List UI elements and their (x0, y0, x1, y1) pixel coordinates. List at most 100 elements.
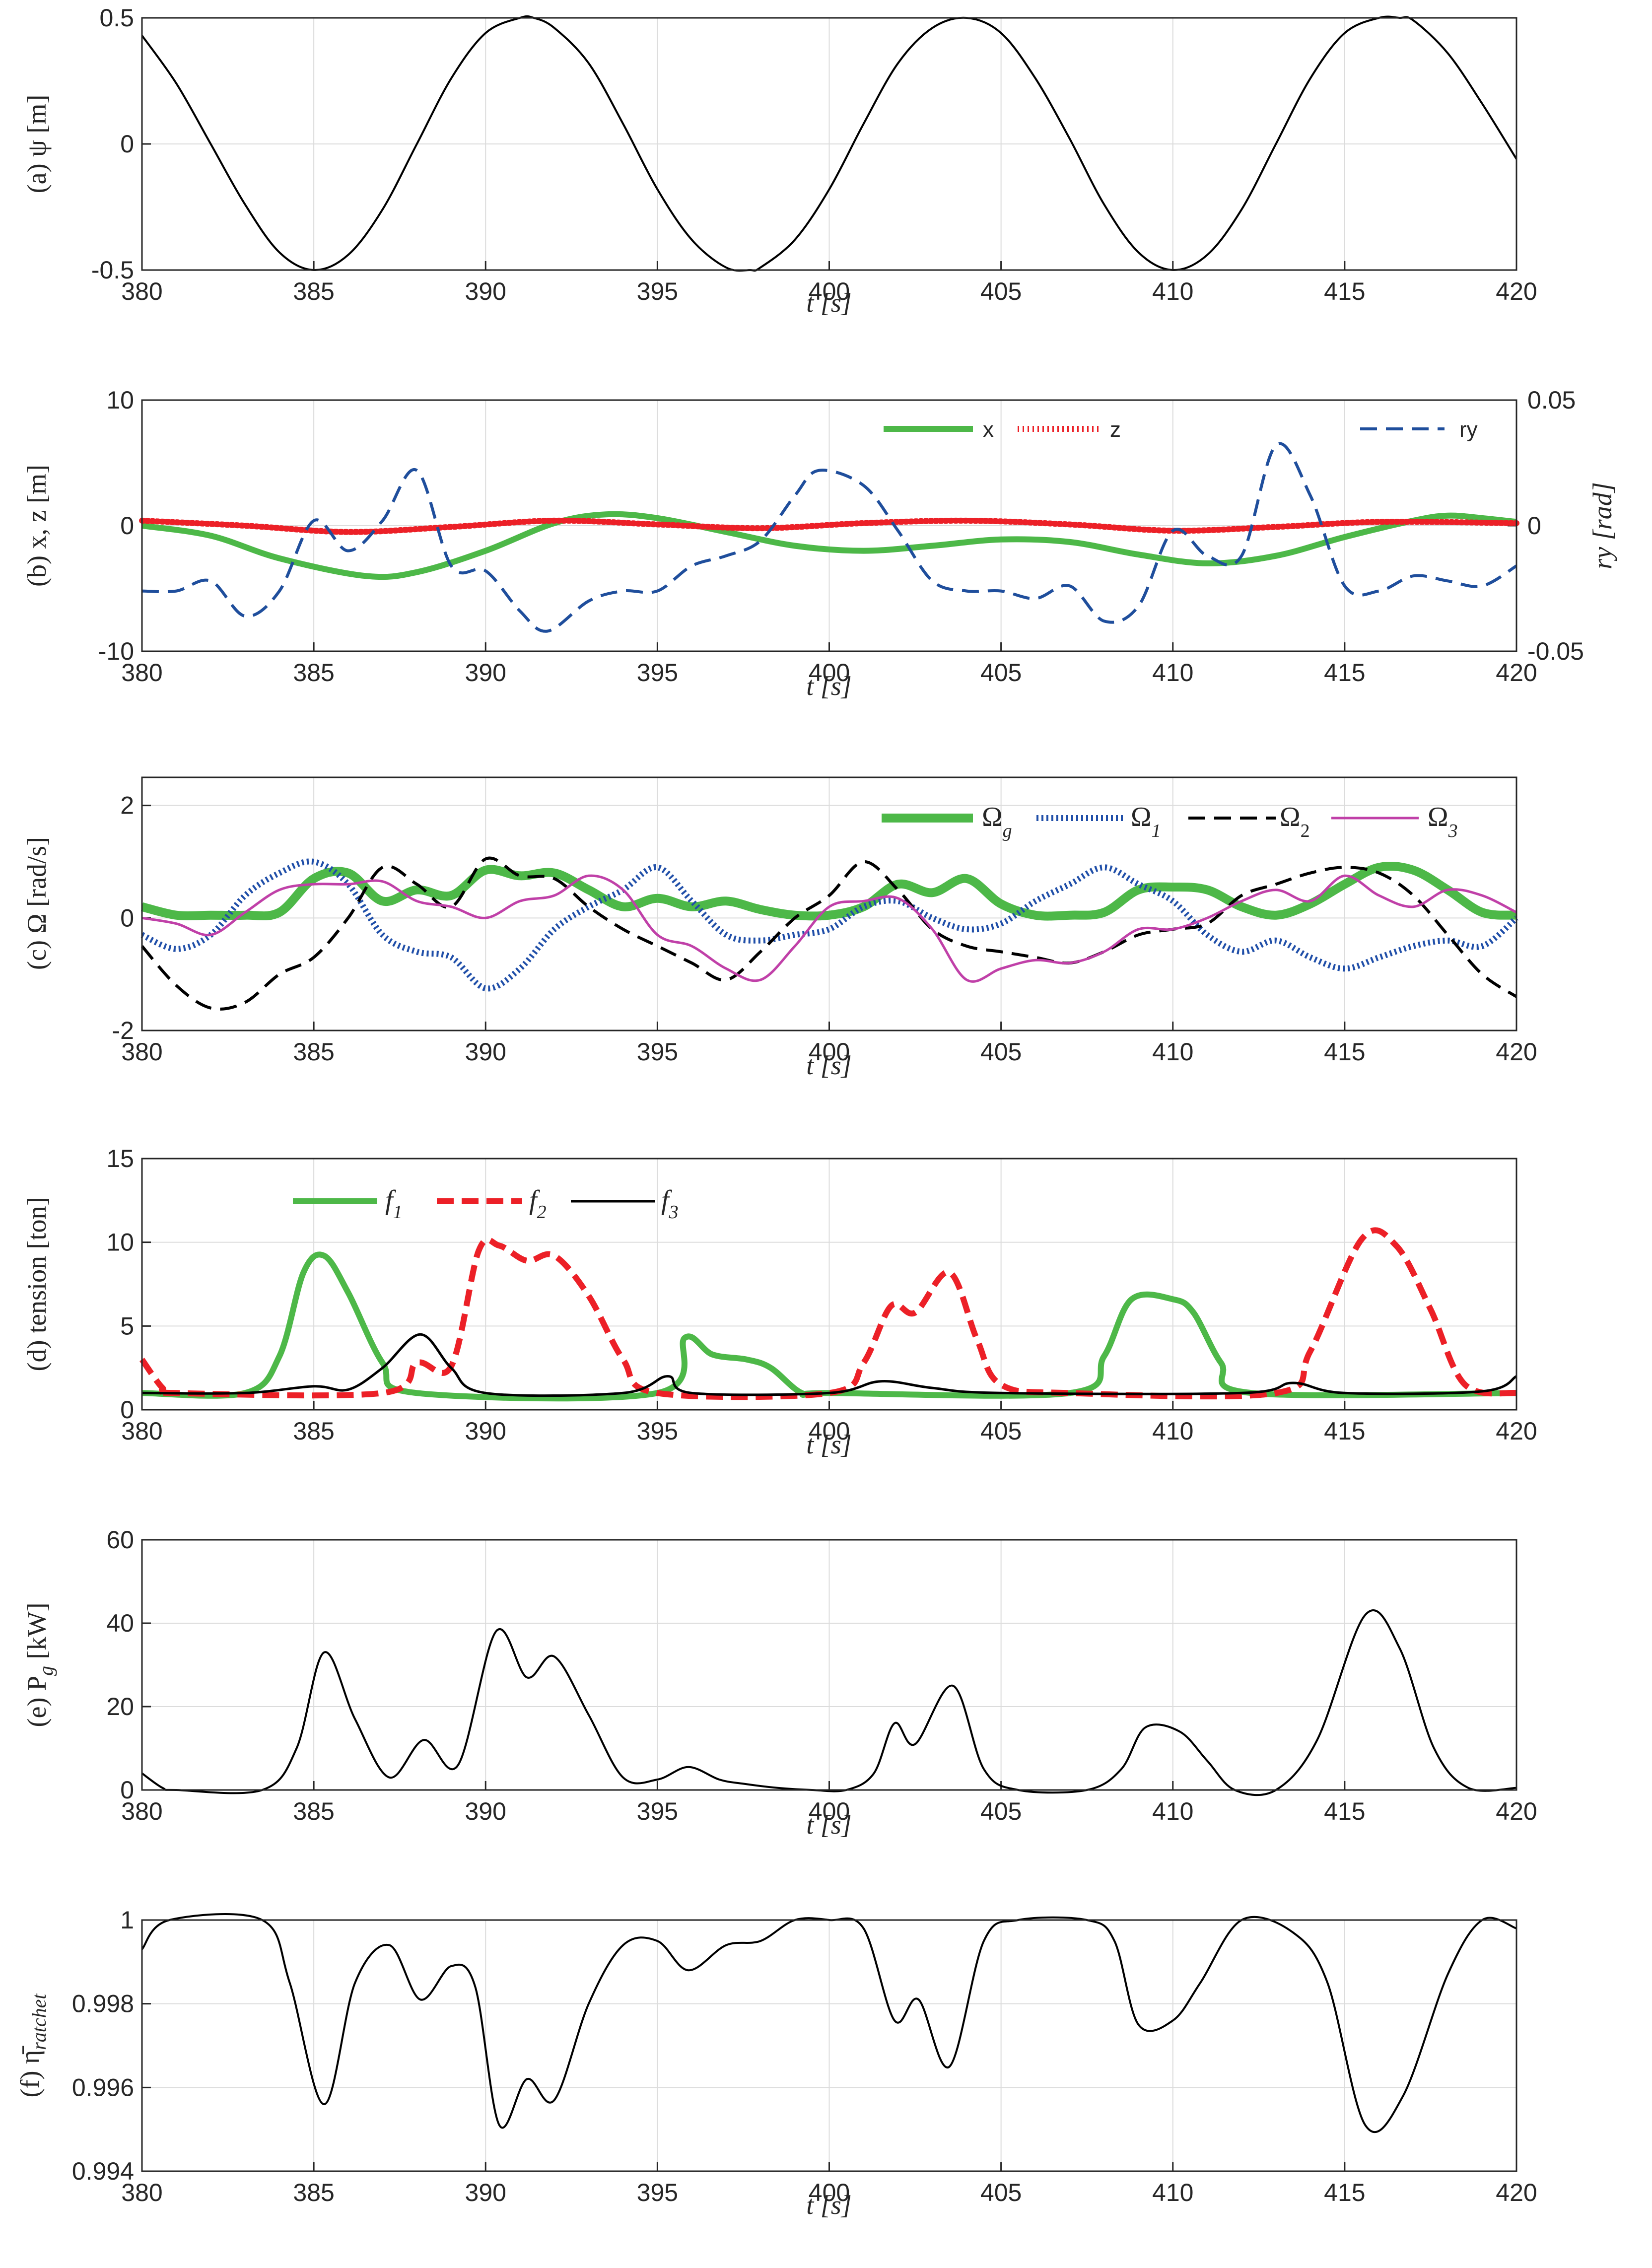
x-tick-label: 415 (1324, 277, 1365, 305)
y-tick-label: 10 (106, 1229, 134, 1256)
legend-label-omega-1: Ω1 (1131, 802, 1161, 841)
x-tick-label: 380 (121, 1797, 162, 1825)
x-tick-label: 400 (809, 277, 850, 305)
axes-box-c (141, 776, 1517, 1031)
y-tick-label: 0 (120, 512, 134, 540)
series-line-f1 (141, 1251, 1517, 1402)
series-d (139, 1227, 1517, 1402)
ticks-e: 380 385 390 395 400 405 410 415 420 0 20 40 60 (106, 1526, 1537, 1825)
series-line-Ωg (140, 862, 1517, 921)
x-tick-label: 420 (1496, 1038, 1537, 1066)
legend-label-omega-2: Ω2 (1280, 802, 1310, 841)
y-tick-label: 0.998 (72, 1990, 134, 2018)
x-tick-label: 415 (1324, 659, 1365, 687)
ylabel-a: (a) ψ [m] (22, 95, 52, 194)
x-tick-label: 385 (293, 1417, 334, 1445)
x-tick-label: 405 (980, 1417, 1022, 1445)
y-right-tick-label: -0.05 (1527, 637, 1584, 665)
x-tick-label: 420 (1496, 659, 1537, 687)
x-tick-label: 395 (637, 1417, 678, 1445)
x-tick-label: 390 (465, 1797, 506, 1825)
series-a (141, 15, 1517, 272)
x-tick-label: 400 (809, 1797, 850, 1825)
axes-box-e (141, 1539, 1517, 1791)
legend-label-f3: f3 (661, 1185, 679, 1223)
ylabel-e: (e) Pg [kW] (22, 1603, 57, 1727)
x-tick-label: 390 (465, 1417, 506, 1445)
y-tick-label: 5 (120, 1312, 134, 1340)
legend-label-z: z (1110, 417, 1121, 442)
y-right-tick-label: 0.05 (1527, 386, 1576, 414)
y-tick-label: -0.5 (91, 256, 134, 284)
x-tick-label: 390 (465, 659, 506, 687)
x-tick-label: 380 (121, 659, 162, 687)
x-tick-label: 410 (1152, 659, 1193, 687)
y-tick-label: 0.994 (72, 2157, 134, 2185)
x-tick-label: 385 (293, 1038, 334, 1066)
grid-d (142, 1159, 1516, 1410)
ylabel-b: (b) x, z [m] (22, 465, 52, 587)
axes-box-f (141, 1919, 1517, 2172)
y-tick-label: 2 (120, 792, 134, 820)
x-tick-label: 395 (637, 1797, 678, 1825)
y-tick-label: 40 (106, 1609, 134, 1637)
panel-f: 380 385 390 395 400 405 410 415 420 0.994 0.996 0.9… (15, 1906, 1537, 2220)
x-tick-label: 405 (980, 1038, 1022, 1066)
y-tick-label: 60 (106, 1526, 134, 1554)
y-tick-label: 1 (120, 1906, 134, 1934)
x-tick-label: 380 (121, 1038, 162, 1066)
x-tick-label: 400 (809, 1417, 850, 1445)
y-tick-label: 0 (120, 130, 134, 158)
series-line-Ω1 (140, 858, 1518, 992)
x-tick-label: 395 (637, 2179, 678, 2206)
x-tick-label: 420 (1496, 1417, 1537, 1445)
x-tick-label: 390 (465, 277, 506, 305)
x-tick-label: 410 (1152, 1797, 1193, 1825)
x-tick-label: 410 (1152, 2179, 1193, 2206)
legend-label-omega-g: Ωg (982, 802, 1012, 841)
legend-label-f1: f1 (385, 1185, 403, 1223)
series-line-z (139, 517, 1519, 535)
x-tick-label: 410 (1152, 1417, 1193, 1445)
y-tick-label: 0 (120, 1396, 134, 1424)
x-tick-label: 420 (1496, 2179, 1537, 2206)
xlabel-d: t [s] (806, 1430, 852, 1459)
panel-b: 380 385 390 395 400 405 410 415 420 -10 0 10 -0.05 0 0… (22, 386, 1617, 701)
legend-b: x z ry (884, 417, 1478, 442)
axes-box-b (141, 399, 1517, 652)
x-tick-label: 420 (1496, 1797, 1537, 1825)
axes-box-d (141, 1158, 1517, 1411)
x-tick-label: 390 (465, 1038, 506, 1066)
ticks-d: 380 385 390 395 400 405 410 415 420 0 5 10 15 (106, 1145, 1537, 1445)
series-line-Ω2 (140, 856, 1517, 1011)
x-tick-label: 405 (980, 2179, 1022, 2206)
x-tick-label: 400 (809, 2179, 850, 2206)
y-tick-label: 10 (106, 386, 134, 414)
axes-box-a (141, 17, 1517, 271)
x-tick-label: 405 (980, 277, 1022, 305)
series-line-ry (141, 442, 1517, 633)
x-tick-label: 385 (293, 659, 334, 687)
grid-f (142, 1920, 1516, 2171)
x-tick-label: 380 (121, 1417, 162, 1445)
series-line-x (141, 511, 1517, 580)
ylabel-c: (c) Ω [rad/s] (22, 837, 52, 970)
xlabel-b: t [s] (806, 671, 852, 701)
series-line-f3 (141, 1333, 1517, 1397)
series-line-Ω3 (141, 874, 1517, 983)
x-tick-label: 405 (980, 659, 1022, 687)
x-tick-label: 380 (121, 277, 162, 305)
ticks-c: 380 385 390 395 400 405 410 415 420 -2 0 2 (112, 792, 1537, 1066)
panel-e: 380 385 390 395 400 405 410 415 420 0 20 40 60 (e) P… (22, 1526, 1537, 1840)
y-tick-label: 20 (106, 1693, 134, 1720)
y-right-tick-label: 0 (1527, 512, 1541, 540)
x-tick-label: 395 (637, 659, 678, 687)
y-tick-label: 0.5 (99, 4, 134, 32)
x-tick-label: 400 (809, 659, 850, 687)
x-tick-label: 410 (1152, 1038, 1193, 1066)
x-tick-label: 415 (1324, 1417, 1365, 1445)
x-tick-label: 415 (1324, 1038, 1365, 1066)
grid-a (142, 18, 1516, 270)
grid-e (142, 1540, 1516, 1790)
